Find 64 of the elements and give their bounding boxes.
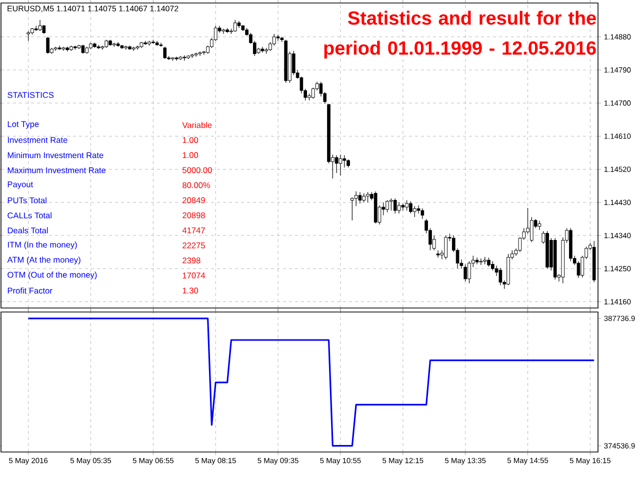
candlestick [358, 192, 362, 204]
candlestick [26, 30, 30, 42]
candlestick [405, 200, 408, 211]
candlestick [475, 257, 479, 265]
text: Statistics and result for the period 01.01.1999 - 12.05.2016 [324, 10, 596, 59]
candlestick [116, 42, 120, 48]
annotation: STATISTICS [8, 92, 54, 98]
candlestick [362, 192, 366, 203]
annotation: 1.00 [182, 152, 198, 158]
annotation: Investment Rate [8, 137, 68, 143]
annotation: Lot Type [8, 121, 39, 129]
annotation: 41747 [182, 227, 205, 234]
candlestick [498, 268, 502, 286]
candlestick [409, 201, 412, 214]
candlestick [272, 34, 276, 46]
candlestick [163, 46, 167, 60]
candlestick [412, 206, 416, 218]
annotation: CALLs Total [8, 212, 52, 218]
candlestick [530, 216, 534, 242]
annotation: 1.30 [182, 288, 198, 294]
annotation: PUTs Total [8, 197, 46, 204]
candlestick [444, 235, 448, 260]
annotation: ATM (At the money) [7, 256, 80, 264]
annotation: OTM (Out of the money) [8, 272, 97, 280]
candlestick [338, 154, 342, 176]
annotation: Profit Factor [8, 288, 52, 294]
candlestick [334, 155, 338, 174]
annotation: 20898 [182, 212, 205, 218]
candlestick [464, 264, 467, 282]
candlestick [420, 208, 424, 220]
candlestick [46, 36, 50, 54]
annotation: 80.00% [182, 182, 210, 188]
annotation: 17074 [182, 272, 206, 278]
candlestick [487, 257, 490, 268]
annotation: Minimum Investment Rate [8, 152, 104, 158]
candlestick [436, 250, 440, 258]
annotation: Variable [182, 122, 212, 128]
candlestick [576, 260, 580, 278]
annotation: 20849 [182, 197, 205, 204]
candlestick [198, 51, 202, 56]
annotation: 22275 [182, 242, 205, 248]
annotation: ITM (In the money) [8, 242, 77, 250]
candlestick [386, 200, 389, 213]
candlestick [136, 45, 140, 50]
candlestick [38, 20, 42, 32]
candlestick [276, 34, 280, 42]
candlestick [366, 192, 370, 203]
candlestick [390, 198, 393, 211]
candlestick [393, 198, 397, 214]
candlestick [479, 258, 483, 266]
candlestick [538, 220, 542, 230]
candlestick [397, 202, 401, 214]
annotation: 2398 [182, 258, 200, 264]
candlestick [468, 260, 471, 284]
chart-subtitle: EURUSD,M5 1.14071 1.14075 1.14067 1.14072 [8, 6, 178, 12]
annotation: 1.00 [182, 137, 198, 143]
annotation: 5000.00 [182, 167, 212, 174]
annotation: Payout [8, 181, 34, 189]
annotation: Maximum Investment Rate [8, 167, 106, 174]
candlestick [350, 196, 354, 221]
candlestick [342, 155, 346, 168]
annotation: Deals Total [8, 227, 48, 234]
candlestick [354, 191, 358, 206]
candlestick [416, 205, 420, 214]
